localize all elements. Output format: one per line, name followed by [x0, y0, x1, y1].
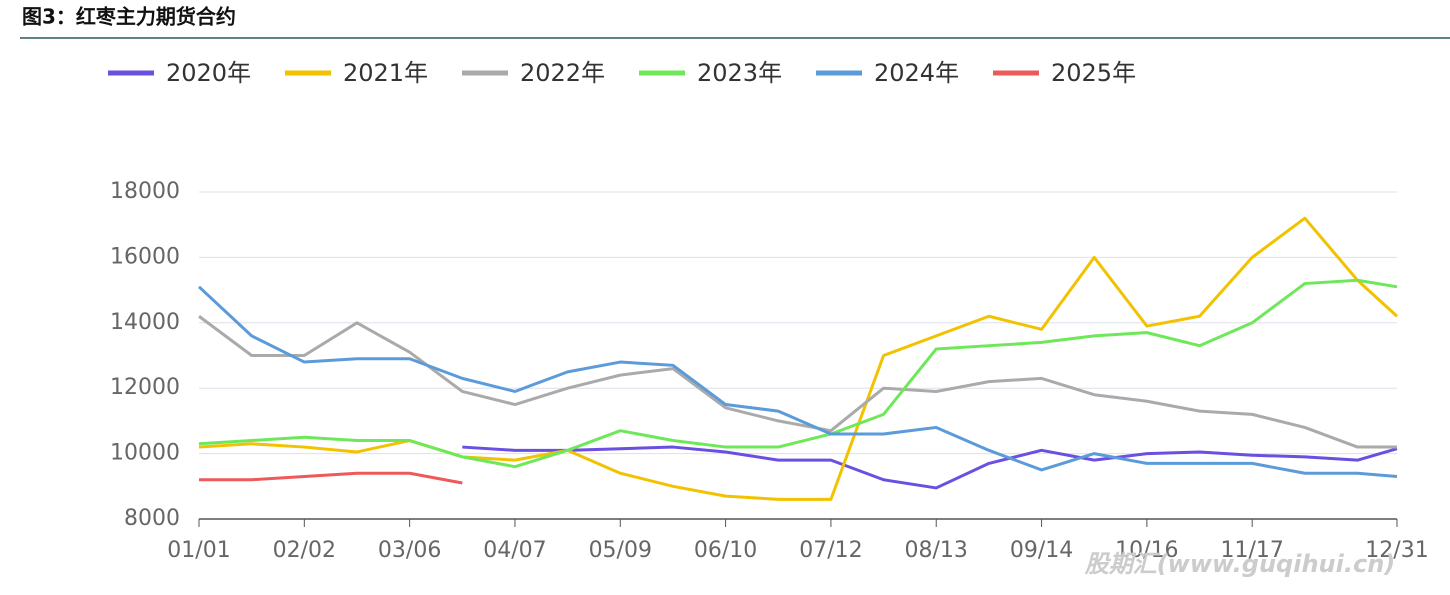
x-tick-label: 02/02	[273, 538, 336, 563]
y-tick-label: 8000	[124, 506, 180, 531]
series-line	[197, 285, 1398, 478]
legend-label: 2022年	[520, 59, 605, 87]
series-line	[462, 445, 1398, 490]
watermark: 股期汇(www.guqihui.cn)	[1084, 550, 1396, 578]
series-line	[198, 216, 1399, 501]
x-tick-label: 03/06	[378, 538, 441, 563]
y-tick-label: 18000	[110, 179, 180, 204]
x-tick-label: 01/01	[167, 538, 230, 563]
y-tick-label: 12000	[110, 375, 180, 400]
x-tick-label: 11/17	[1220, 538, 1283, 563]
y-tick-label: 16000	[110, 244, 180, 269]
legend-label: 2025年	[1051, 59, 1136, 87]
legend-label: 2020年	[166, 59, 251, 87]
legend-label: 2023年	[697, 59, 782, 87]
legend-label: 2021年	[343, 59, 428, 87]
series-line	[199, 471, 463, 485]
y-tick-label: 10000	[110, 441, 180, 466]
page-title: 图3：红枣主力期货合约	[22, 5, 236, 29]
series-line	[198, 278, 1398, 469]
x-tick-label: 12/31	[1365, 538, 1428, 563]
y-tick-label: 14000	[110, 310, 180, 335]
x-tick-label: 05/09	[589, 538, 652, 563]
x-tick-label: 07/12	[799, 538, 862, 563]
x-tick-label: 04/07	[483, 538, 546, 563]
x-tick-label: 10/16	[1115, 538, 1178, 563]
legend-label: 2024年	[874, 59, 959, 87]
x-tick-label: 06/10	[694, 538, 757, 563]
series-line	[198, 315, 1397, 449]
x-tick-label: 08/13	[905, 538, 968, 563]
x-tick-label: 09/14	[1010, 538, 1073, 563]
